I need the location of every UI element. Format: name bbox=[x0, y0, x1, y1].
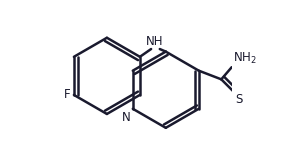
Text: F: F bbox=[64, 88, 71, 101]
Text: NH: NH bbox=[146, 35, 163, 48]
Text: N: N bbox=[122, 111, 131, 123]
Text: NH$_2$: NH$_2$ bbox=[233, 51, 256, 66]
Text: S: S bbox=[235, 93, 242, 106]
